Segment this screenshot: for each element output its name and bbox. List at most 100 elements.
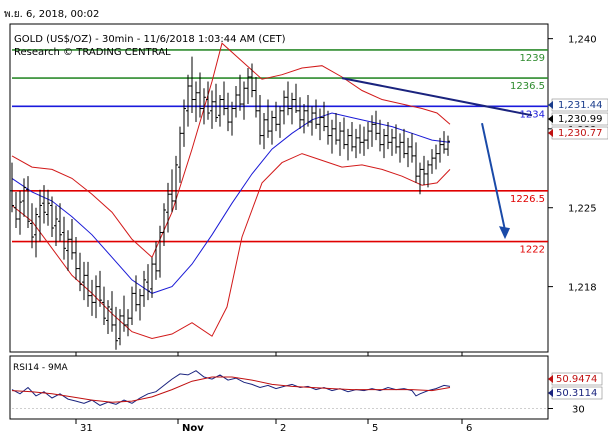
ohlc-bar bbox=[230, 101, 234, 136]
rsi-title: RSI14 - 9MA bbox=[13, 363, 69, 373]
ohlc-bar bbox=[46, 189, 50, 226]
ohlc-bar bbox=[138, 288, 142, 321]
ohlc-bar bbox=[134, 275, 138, 312]
rsi-value-label: 50.3114 bbox=[556, 388, 597, 399]
ohlc-bar bbox=[382, 128, 386, 159]
y-tick-label: 1,225 bbox=[568, 204, 597, 215]
ohlc-bar bbox=[310, 106, 314, 136]
ohlc-bar bbox=[182, 99, 186, 147]
forecast-arrow-head bbox=[499, 226, 510, 240]
ohlc-bar bbox=[58, 203, 62, 242]
bollinger-upper-line bbox=[11, 42, 451, 259]
bollinger-lower-line bbox=[11, 153, 451, 340]
ohlc-bar bbox=[10, 162, 14, 213]
ohlc-bar bbox=[250, 63, 254, 98]
ohlc-bar bbox=[62, 216, 66, 260]
y-tick-label: 1,240 bbox=[568, 35, 597, 46]
ohlc-bar bbox=[114, 306, 118, 350]
ohlc-bar bbox=[386, 122, 390, 150]
chart-subtitle: Research © TRADING CENTRAL bbox=[14, 47, 171, 58]
ohlc-bar bbox=[178, 126, 182, 183]
ohlc-bar bbox=[82, 261, 86, 301]
ohlc-bar bbox=[322, 101, 326, 132]
ohlc-bar bbox=[342, 117, 346, 150]
ohlc-bar bbox=[38, 189, 42, 242]
resistance-trendline bbox=[341, 77, 533, 117]
ohlc-bar bbox=[126, 309, 130, 337]
ohlc-bar bbox=[282, 90, 286, 125]
ohlc-bar bbox=[390, 128, 394, 156]
price-tag-pointer bbox=[548, 115, 553, 123]
date-bar: พ.ย. 6, 2018, 00:02 bbox=[0, 0, 608, 22]
ohlc-bar bbox=[258, 95, 262, 145]
ohlc-bar bbox=[90, 279, 94, 316]
price-pane-frame bbox=[9, 23, 549, 353]
ohlc-bar bbox=[318, 108, 322, 141]
ohlc-bar bbox=[18, 190, 22, 235]
trend-overlays bbox=[341, 77, 533, 240]
chart-title: GOLD (US$/OZ) - 30min - 11/6/2018 1:03:4… bbox=[14, 34, 286, 45]
ohlc-bar bbox=[146, 264, 150, 301]
level-label: 1222 bbox=[520, 245, 545, 256]
moving-average-line bbox=[11, 112, 451, 294]
rsi-value-pointer bbox=[548, 375, 553, 383]
ohlc-bar bbox=[366, 122, 370, 150]
ohlc-bar bbox=[402, 128, 406, 159]
ohlc-bar bbox=[426, 160, 430, 188]
ohlc-bar bbox=[438, 137, 442, 163]
ohlc-bar bbox=[314, 99, 318, 129]
ohlc-bar bbox=[198, 72, 202, 118]
ohlc-bar bbox=[242, 81, 246, 120]
ohlc-bar bbox=[286, 81, 290, 116]
ohlc-bar bbox=[378, 119, 382, 152]
ohlc-bar bbox=[70, 218, 74, 260]
ohlc-bar bbox=[406, 137, 410, 168]
ohlc-bar bbox=[26, 176, 30, 229]
ohlc-bar bbox=[414, 142, 418, 183]
ohlc-bar bbox=[66, 230, 70, 271]
rsi-ma-line bbox=[11, 376, 451, 403]
ohlc-bar bbox=[374, 110, 378, 141]
ohlc-bar bbox=[394, 124, 398, 154]
ohlc-bar bbox=[194, 81, 198, 123]
ohlc-bar bbox=[446, 135, 450, 156]
ohlc-bar bbox=[290, 92, 294, 125]
ohlc-bar bbox=[150, 257, 154, 298]
ohlc-bar bbox=[370, 115, 374, 147]
x-tick-label: 2 bbox=[280, 423, 286, 434]
ohlc-bar bbox=[94, 275, 98, 319]
ohlc-bar bbox=[430, 149, 434, 174]
ohlc-bar bbox=[202, 88, 206, 125]
ohlc-bar bbox=[222, 81, 226, 116]
time-axis: 31 Nov 2 5 6 bbox=[75, 352, 472, 434]
ohlc-bar bbox=[174, 155, 178, 210]
ohlc-bar bbox=[186, 74, 190, 127]
ohlc-bar bbox=[190, 56, 194, 114]
ohlc-bar bbox=[418, 162, 422, 195]
ohlc-bar bbox=[22, 178, 26, 217]
ohlc-bar bbox=[170, 169, 174, 213]
ohlc-bar bbox=[298, 97, 302, 129]
price-tag-pointer bbox=[548, 101, 553, 109]
ohlc-bar bbox=[34, 207, 38, 258]
ohlc-bar bbox=[362, 126, 366, 156]
level-label: 1226.5 bbox=[510, 194, 545, 205]
x-tick-label: Nov bbox=[182, 423, 204, 434]
rsi-value-pointer bbox=[548, 389, 553, 397]
ohlc-bar bbox=[78, 252, 82, 292]
rsi-pane: 30 50.9474 50.3114 bbox=[11, 370, 603, 416]
ohlc-bar bbox=[334, 113, 338, 145]
x-tick-label: 6 bbox=[466, 423, 472, 434]
ohlc-bar bbox=[326, 110, 330, 145]
ohlc-bar bbox=[338, 122, 342, 156]
ohlc-bar bbox=[74, 237, 78, 280]
price-tags: 1,231.44 1,230.99 1,230.77 bbox=[548, 98, 608, 140]
ohlc-bar bbox=[118, 309, 122, 346]
ohlc-bar bbox=[142, 270, 146, 307]
bollinger-bands bbox=[11, 42, 451, 340]
level-label: 1239 bbox=[520, 53, 545, 64]
ohlc-bar bbox=[98, 270, 102, 307]
